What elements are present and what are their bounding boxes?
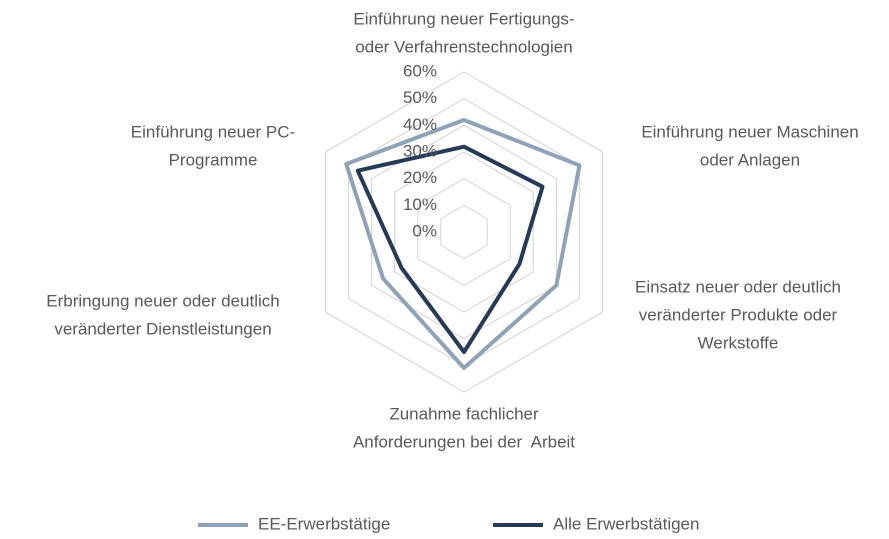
grid-ring bbox=[440, 204, 488, 260]
axis-label: Zunahme fachlicher bbox=[389, 404, 539, 423]
legend-label: EE-Erwerbstätige bbox=[258, 514, 390, 533]
tick-label: 10% bbox=[403, 195, 437, 214]
grid-ring bbox=[347, 97, 581, 367]
axis-label: veränderter Dienstleistungen bbox=[54, 319, 271, 338]
axis-label: Erbringung neuer oder deutlich bbox=[46, 291, 279, 310]
axis-label: Programme bbox=[169, 150, 258, 169]
tick-label: 50% bbox=[403, 88, 437, 107]
tick-label: 0% bbox=[412, 221, 437, 240]
axis-label: oder Verfahrenstechnologien bbox=[355, 37, 572, 56]
axis-label: veränderter Produkte oder bbox=[639, 305, 838, 324]
axis-label: oder Anlagen bbox=[700, 150, 800, 169]
tick-label: 40% bbox=[403, 115, 437, 134]
axis-label: Anforderungen bei der Arbeit bbox=[353, 432, 575, 451]
tick-label: 30% bbox=[403, 141, 437, 160]
grid-ring bbox=[394, 151, 534, 313]
tick-label: 20% bbox=[403, 168, 437, 187]
axis-label: Werkstoffe bbox=[698, 333, 779, 352]
series-line bbox=[344, 118, 582, 370]
axis-label: Einführung neuer Fertigungs- bbox=[353, 9, 574, 28]
legend-label: Alle Erwerbstätigen bbox=[553, 514, 699, 533]
axis-label: Einführung neuer Maschinen bbox=[641, 122, 858, 141]
tick-label: 60% bbox=[403, 61, 437, 80]
grid-ring bbox=[371, 124, 557, 340]
grid-ring bbox=[324, 71, 604, 393]
series-line bbox=[355, 144, 545, 354]
axis-label: Einführung neuer PC- bbox=[131, 122, 295, 141]
grid-ring bbox=[417, 177, 511, 287]
axis-label: Einsatz neuer oder deutlich bbox=[635, 277, 841, 296]
